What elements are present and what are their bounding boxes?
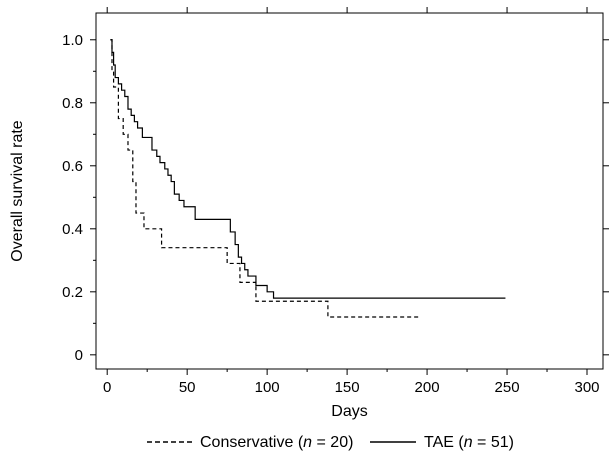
y-tick-label: 1.0: [62, 32, 83, 49]
x-tick-label: 50: [179, 379, 196, 396]
x-tick-label: 0: [103, 379, 111, 396]
y-tick-label: 0.6: [62, 158, 83, 175]
legend: Conservative (n = 20) TAE (n = 51): [147, 434, 514, 451]
series-line-2: [110, 39, 506, 299]
y-axis-label: Overall survival rate: [9, 120, 26, 261]
series-line-1: [110, 39, 420, 318]
legend-label-2: TAE (n = 51): [424, 434, 514, 451]
y-tick-label: 0.2: [62, 284, 83, 301]
x-tick-label: 150: [335, 379, 360, 396]
y-tick-label: 0.8: [62, 95, 83, 112]
x-tick-label: 200: [415, 379, 440, 396]
x-tick-label: 100: [255, 379, 280, 396]
y-tick-label: 0: [75, 347, 83, 364]
legend-label-1: Conservative (n = 20): [200, 434, 353, 451]
plot-frame: [95, 12, 604, 370]
x-tick-label: 250: [495, 379, 520, 396]
y-tick-label: 0.4: [62, 221, 83, 238]
x-tick-label: 300: [574, 379, 599, 396]
x-axis-label: Days: [331, 403, 367, 420]
